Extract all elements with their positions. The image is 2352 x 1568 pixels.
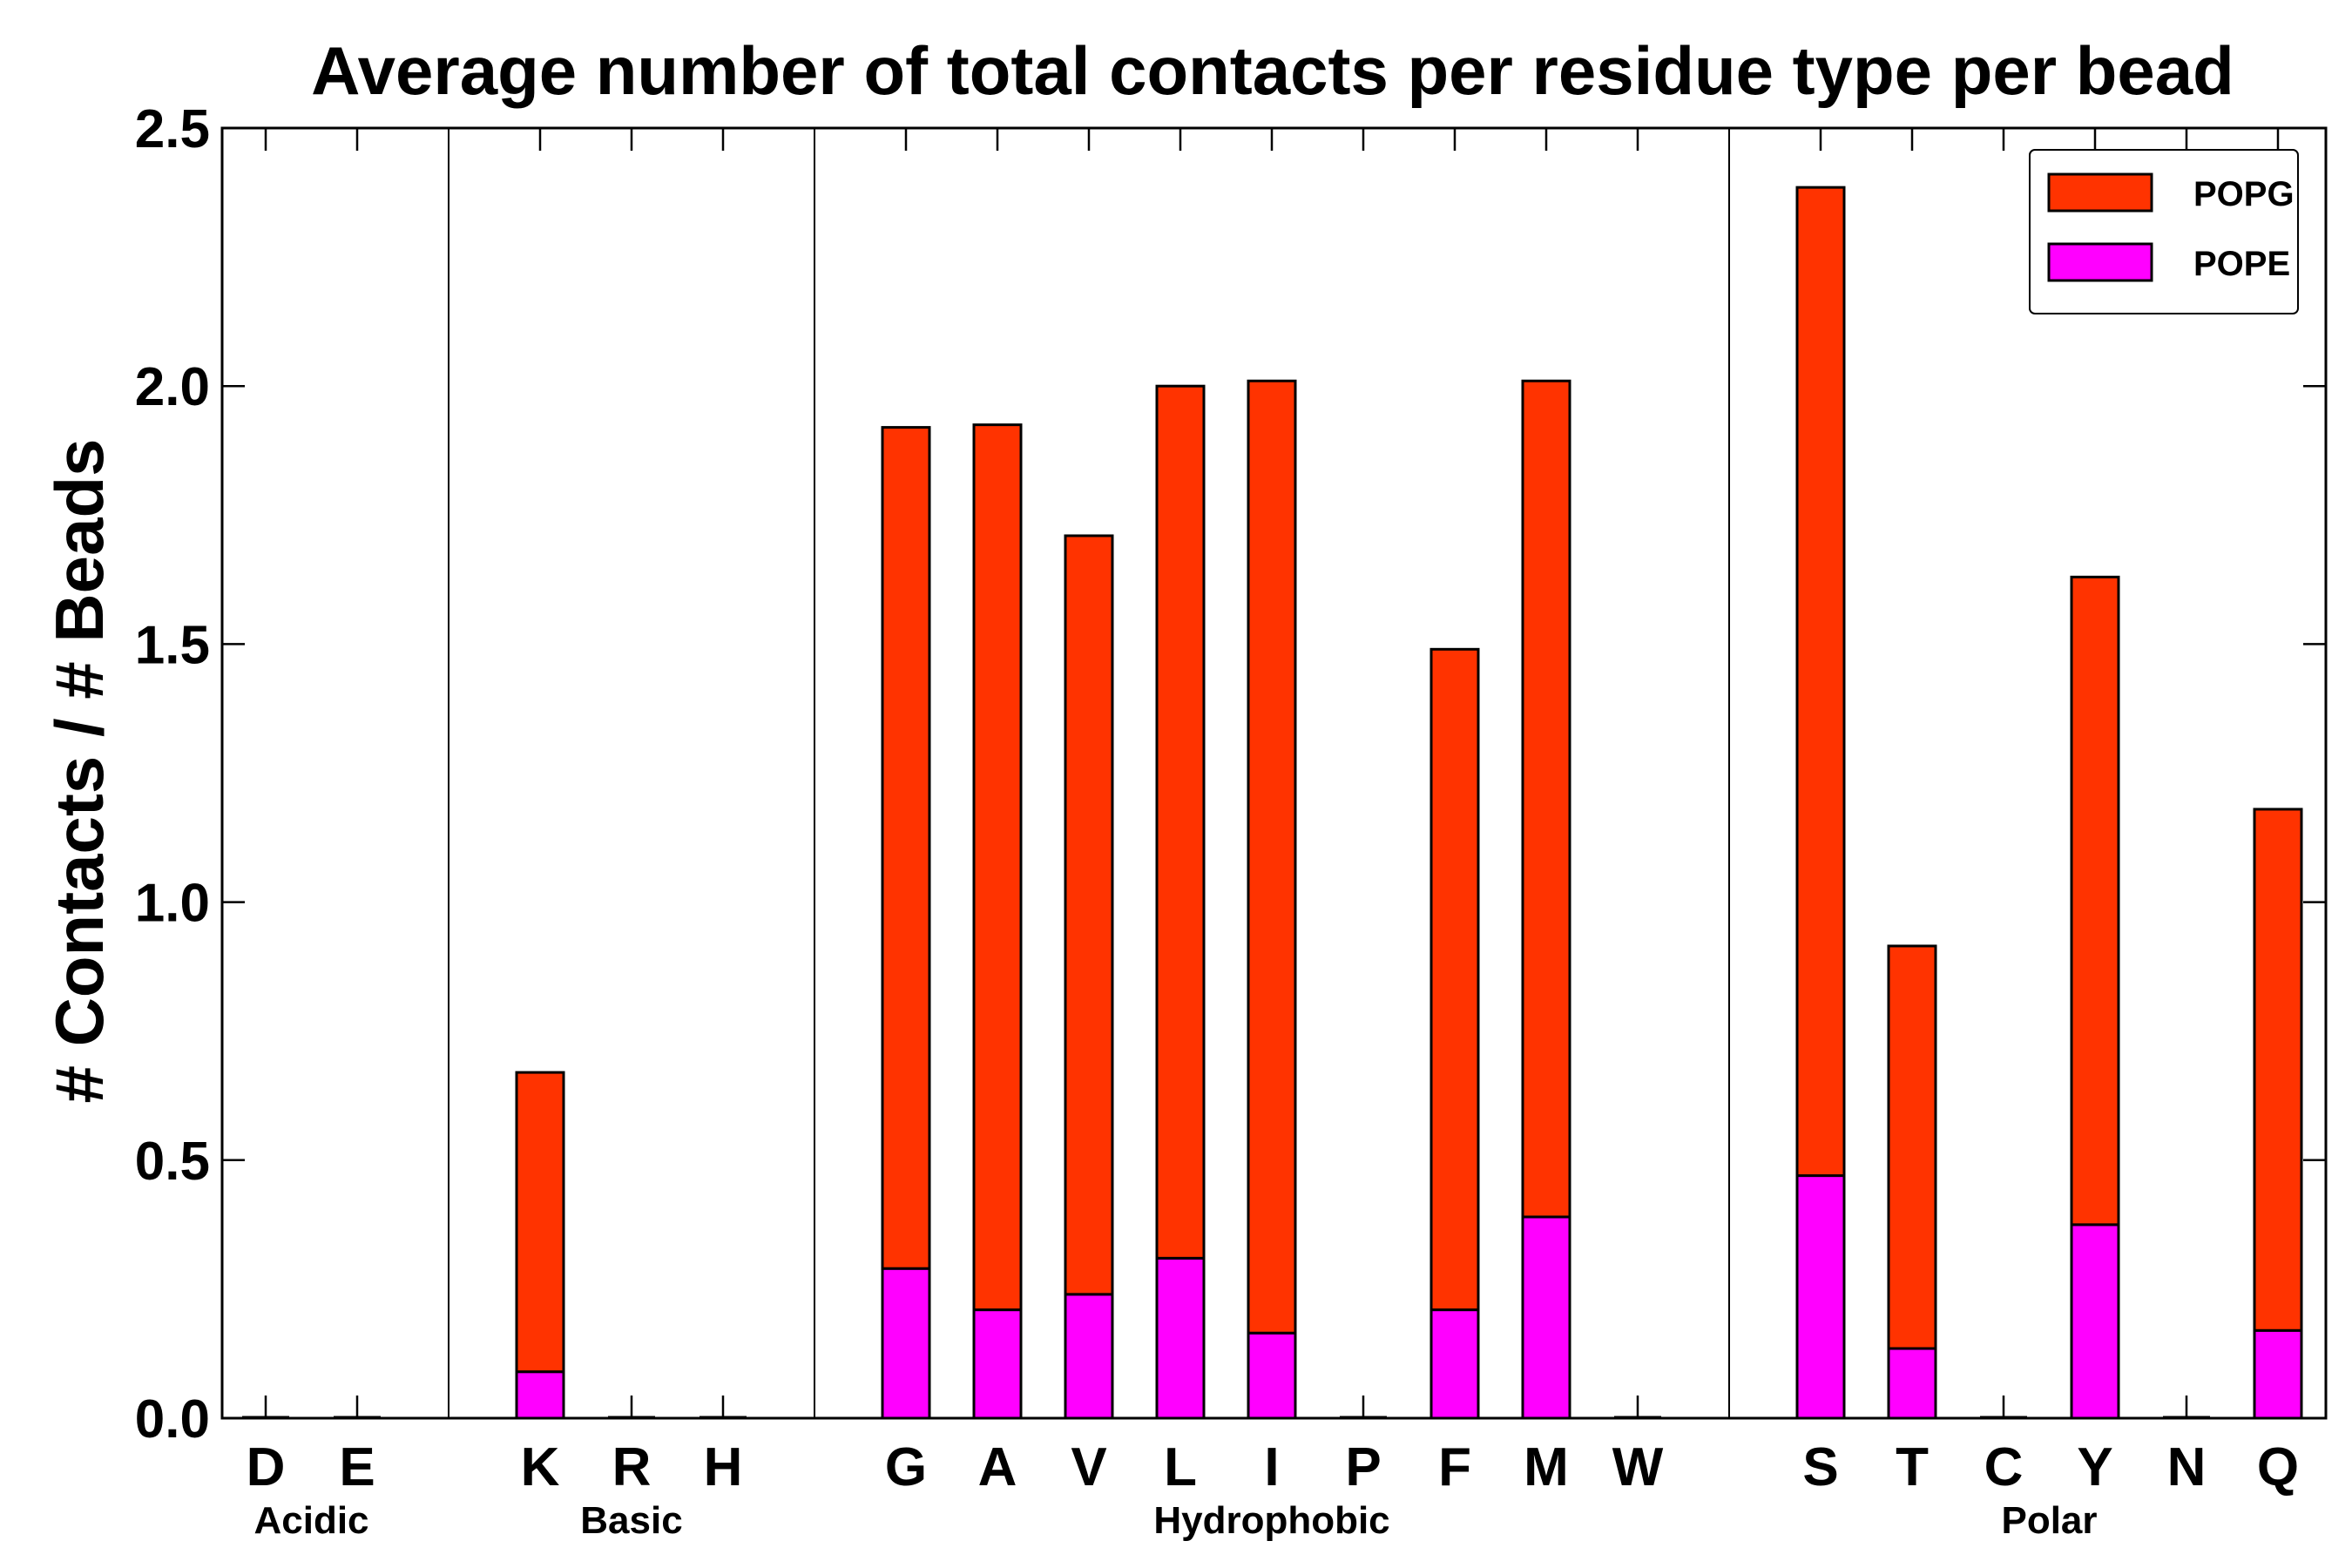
- y-tick-label: 1.5: [135, 615, 210, 675]
- group-label-polar: Polar: [2001, 1499, 2097, 1542]
- group-label-hydrophobic: Hydrophobic: [1153, 1499, 1389, 1542]
- group-label-acidic: Acidic: [253, 1499, 368, 1542]
- x-tick-label-D: D: [247, 1437, 286, 1497]
- chart-title: Average number of total contacts per res…: [311, 32, 2234, 109]
- legend: POPG POPE: [2029, 149, 2299, 314]
- bar-pope-S: [1795, 1174, 1846, 1420]
- x-tick-label-C: C: [1984, 1437, 2024, 1497]
- bar-pope-T: [1887, 1347, 1937, 1420]
- y-axis-label: # Contacts / # Beads: [41, 439, 118, 1104]
- y-tick-label: 0.5: [135, 1132, 210, 1192]
- x-tick-label-H: H: [704, 1437, 743, 1497]
- bar-popg-M: [1521, 379, 1571, 1219]
- legend-swatch-pope: [2047, 242, 2153, 282]
- bar-pope-F: [1429, 1308, 1480, 1420]
- bar-popg-L: [1155, 384, 1206, 1260]
- x-tick-label-S: S: [1802, 1437, 1838, 1497]
- x-tick-label-L: L: [1164, 1437, 1197, 1497]
- bar-popg-Y: [2070, 575, 2120, 1227]
- x-tick-label-R: R: [612, 1437, 652, 1497]
- legend-swatch-popg: [2047, 172, 2153, 213]
- y-tick-label: 2.0: [135, 357, 210, 417]
- bar-pope-M: [1521, 1215, 1571, 1420]
- x-tick-label-P: P: [1345, 1437, 1381, 1497]
- legend-label-pope: POPE: [2193, 245, 2290, 283]
- bar-pope-Q: [2253, 1328, 2303, 1420]
- group-label-basic: Basic: [580, 1499, 682, 1542]
- bar-popg-F: [1429, 647, 1480, 1312]
- legend-label-popg: POPG: [2193, 175, 2295, 213]
- y-tick-label: 2.5: [135, 99, 210, 159]
- x-tick-label-E: E: [339, 1437, 375, 1497]
- x-tick-label-G: G: [885, 1437, 927, 1497]
- x-tick-label-A: A: [978, 1437, 1017, 1497]
- x-tick-label-Q: Q: [2257, 1437, 2299, 1497]
- bar-popg-Q: [2253, 808, 2303, 1332]
- bar-pope-V: [1064, 1293, 1114, 1420]
- plot-area: 0.0 0.5 1.0 1.5 2.0 2.5 D E K R H G A V L I P F M W S T C Y N Q Ac…: [135, 99, 2328, 1542]
- x-tick-label-T: T: [1896, 1437, 1929, 1497]
- bar-popg-G: [881, 426, 931, 1270]
- bar-pope-L: [1155, 1256, 1206, 1420]
- x-tick-label-M: M: [1524, 1437, 1569, 1497]
- bar-popg-V: [1064, 534, 1114, 1296]
- x-tick-label-N: N: [2167, 1437, 2207, 1497]
- y-tick-label: 1.0: [135, 874, 210, 934]
- bar-pope-I: [1247, 1331, 1297, 1420]
- x-tick-label-Y: Y: [2077, 1437, 2112, 1497]
- bar-popg-K: [515, 1071, 565, 1374]
- bar-pope-K: [515, 1370, 565, 1420]
- bar-pope-Y: [2070, 1223, 2120, 1420]
- x-tick-label-V: V: [1071, 1437, 1106, 1497]
- bar-popg-A: [972, 423, 1023, 1312]
- x-tick-label-I: I: [1264, 1437, 1279, 1497]
- y-tick-label: 0.0: [135, 1389, 210, 1450]
- bar-popg-T: [1887, 944, 1937, 1350]
- x-tick-label-K: K: [521, 1437, 560, 1497]
- bar-pope-G: [881, 1267, 931, 1420]
- x-tick-label-W: W: [1612, 1437, 1664, 1497]
- bar-popg-S: [1795, 186, 1846, 1178]
- x-tick-label-F: F: [1438, 1437, 1471, 1497]
- bar-popg-I: [1247, 379, 1297, 1335]
- bar-pope-A: [972, 1308, 1023, 1420]
